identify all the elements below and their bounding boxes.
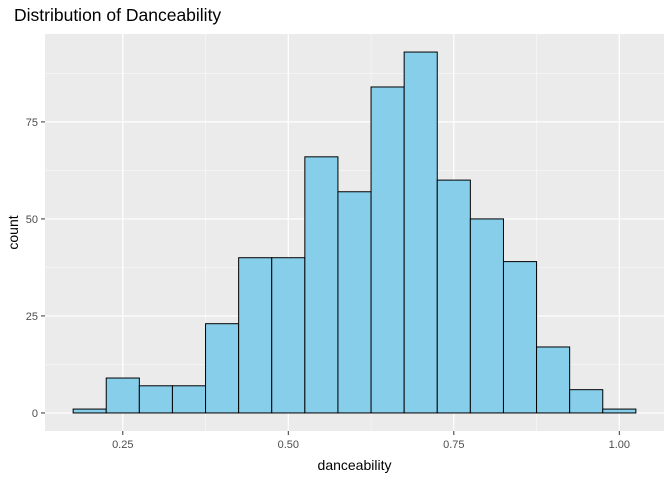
x-axis-title: danceability [318, 457, 392, 473]
histogram-bar [569, 389, 604, 414]
x-tick-label: 0.50 [278, 439, 299, 451]
histogram-bar [304, 156, 339, 414]
histogram-bar [502, 261, 538, 414]
histogram-bar [469, 218, 504, 414]
y-tick-label: 25 [26, 311, 38, 323]
histogram-bar [370, 86, 405, 414]
y-axis-title: count [5, 215, 21, 249]
y-tick-label: 75 [26, 117, 38, 129]
histogram-bar [105, 377, 140, 414]
y-tick-label: 50 [26, 214, 38, 226]
x-axis-ticks: 0.25 0.50 0.75 1.00 [112, 431, 630, 451]
histogram-bar [536, 346, 571, 414]
histogram-bar [271, 257, 306, 414]
y-tick-label: 0 [32, 408, 38, 420]
histogram-bar [238, 257, 273, 414]
x-tick-label: 0.75 [443, 439, 464, 451]
x-tick-label: 1.00 [609, 439, 630, 451]
histogram-bar [337, 191, 372, 414]
y-axis-ticks: 0 25 50 75 [26, 117, 45, 420]
x-tick-label: 0.25 [112, 439, 133, 451]
histogram-bar [205, 323, 240, 414]
histogram-bar [138, 385, 173, 414]
histogram-bars [72, 51, 637, 414]
histogram-bar [171, 385, 207, 414]
histogram-bar [72, 408, 107, 414]
histogram-bar [436, 179, 471, 414]
chart-title: Distribution of Danceability [14, 5, 222, 25]
histogram-bar [403, 51, 438, 414]
histogram-bar [602, 408, 637, 414]
